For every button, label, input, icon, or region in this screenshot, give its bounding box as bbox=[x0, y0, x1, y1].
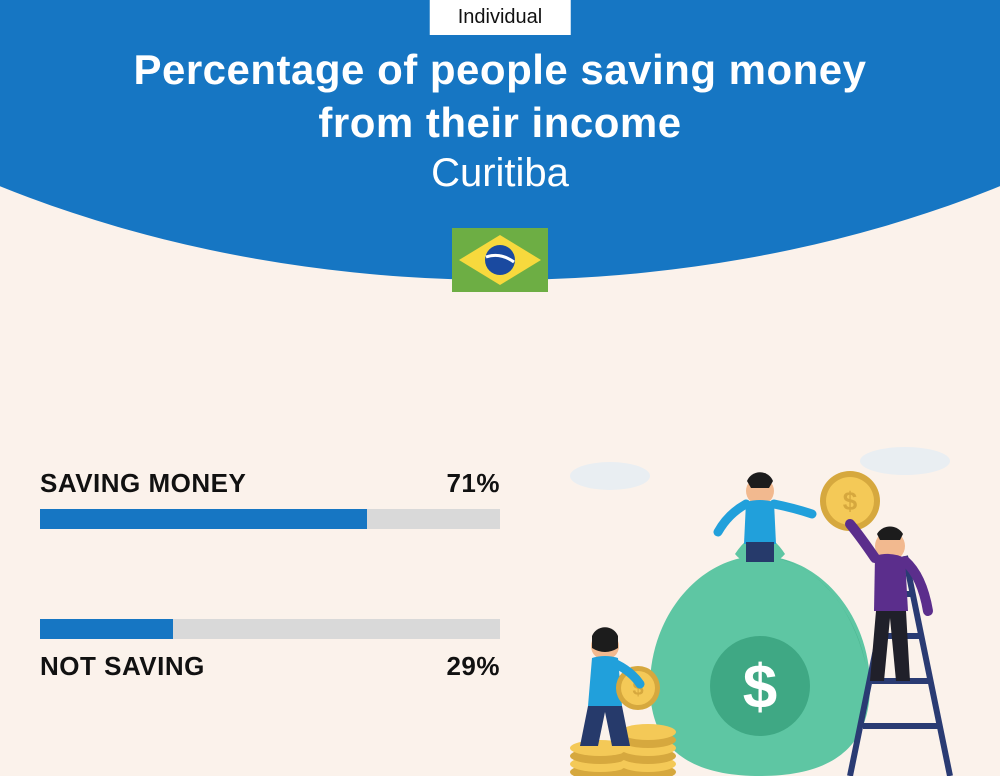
bars-container: SAVING MONEY 71% NOT SAVING 29% bbox=[40, 468, 500, 772]
cloud-icon bbox=[570, 462, 650, 490]
money-bag-icon: $ bbox=[650, 535, 870, 776]
bar-labels: SAVING MONEY 71% bbox=[40, 468, 500, 499]
bar-fill bbox=[40, 509, 367, 529]
title-line1: Percentage of people saving money bbox=[133, 46, 866, 93]
bar-label: NOT SAVING bbox=[40, 651, 205, 682]
bar-fill bbox=[40, 619, 173, 639]
title-block: Percentage of people saving money from t… bbox=[0, 44, 1000, 196]
person-top-icon bbox=[718, 472, 812, 562]
cloud-icon bbox=[860, 447, 950, 475]
bar-value: 71% bbox=[446, 468, 500, 499]
bar-labels: NOT SAVING 29% bbox=[40, 651, 500, 682]
bar-row-notsaving: NOT SAVING 29% bbox=[40, 619, 500, 682]
category-badge-text: Individual bbox=[458, 6, 543, 28]
title-city: Curitiba bbox=[0, 151, 1000, 196]
dollar-icon: $ bbox=[743, 653, 777, 722]
bar-value: 29% bbox=[446, 651, 500, 682]
savings-illustration: $ $ bbox=[550, 436, 970, 776]
flag-brazil bbox=[452, 228, 548, 292]
title-line2: from their income bbox=[318, 99, 681, 146]
bar-label: SAVING MONEY bbox=[40, 468, 246, 499]
svg-text:$: $ bbox=[843, 486, 858, 516]
bar-track bbox=[40, 509, 500, 529]
bar-track bbox=[40, 619, 500, 639]
category-badge: Individual bbox=[430, 0, 571, 35]
title-main: Percentage of people saving money from t… bbox=[0, 44, 1000, 149]
bar-row-saving: SAVING MONEY 71% bbox=[40, 468, 500, 529]
